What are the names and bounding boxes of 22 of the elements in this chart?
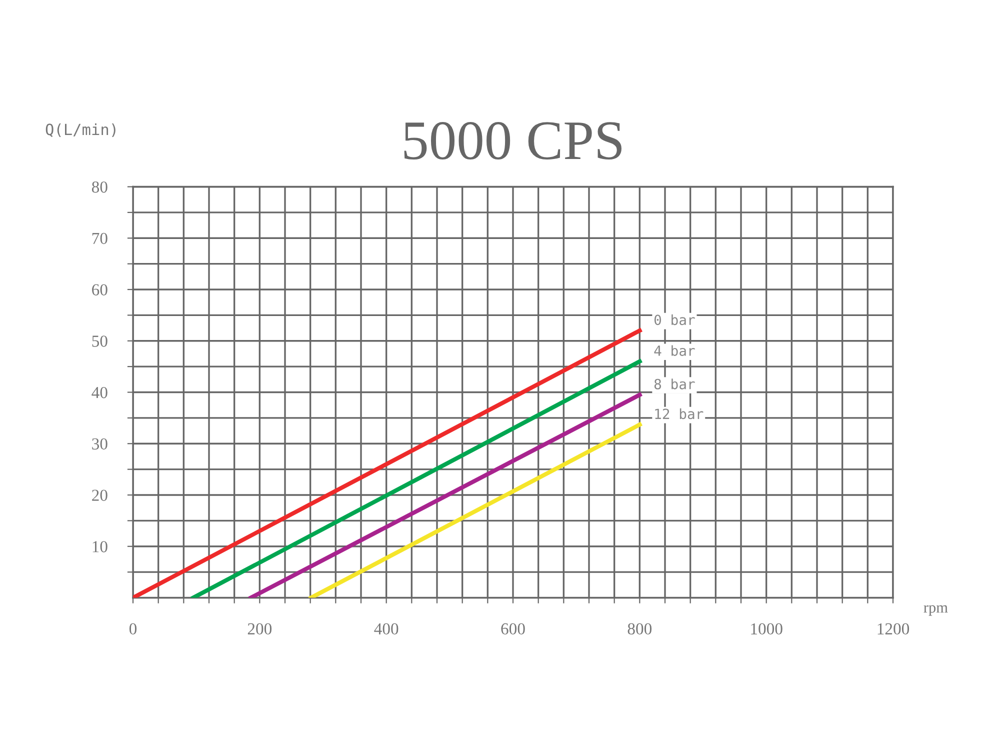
- series-label: 4 bar: [654, 345, 695, 356]
- chart-title: 5000 CPS: [404, 122, 622, 160]
- y-tick-label: 10: [92, 541, 108, 552]
- x-tick-label: 600: [501, 623, 525, 634]
- y-tick-label: 50: [92, 336, 108, 347]
- x-tick-label: 1000: [751, 623, 782, 634]
- x-tick-label: 400: [374, 623, 398, 634]
- y-tick-label: 60: [92, 284, 108, 296]
- series-label: 8 bar: [654, 378, 695, 390]
- x-tick-label: 0: [129, 623, 137, 634]
- series-label: 0 bar: [654, 314, 695, 326]
- series-label: 12 bar: [655, 408, 704, 420]
- y-tick-label: 20: [92, 490, 108, 501]
- x-tick-label: 800: [628, 623, 652, 634]
- x-tick-label: 1200: [878, 623, 910, 634]
- y-tick-label: 30: [92, 438, 108, 450]
- x-axis-title: rpm: [924, 605, 948, 616]
- x-tick-label: 200: [248, 623, 272, 634]
- y-tick-label: 70: [92, 232, 108, 244]
- y-axis-title: Q(L/min): [46, 123, 116, 138]
- y-tick-label: 80: [92, 181, 108, 193]
- y-tick-label: 40: [92, 386, 108, 398]
